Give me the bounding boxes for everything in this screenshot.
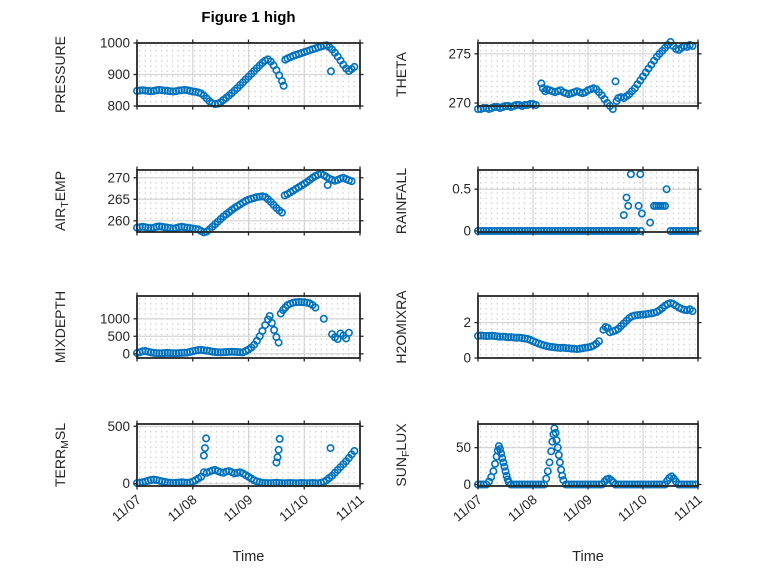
tick-marks xyxy=(133,39,364,110)
y-axis-label: PRESSURE xyxy=(52,36,68,113)
pressure-chart: 800 900 1000 PRESSURE xyxy=(52,36,364,114)
tick-marks xyxy=(133,292,364,362)
y-tick-label: 0 xyxy=(463,223,471,238)
y-tick-label: 265 xyxy=(107,192,130,207)
y-tick-label: 500 xyxy=(107,419,130,434)
y-tick-label: 50 xyxy=(456,440,471,455)
x-tick-label: 11/10 xyxy=(615,492,650,525)
x-axis-label-left: Time xyxy=(232,549,265,565)
y-tick-label: 0 xyxy=(463,351,471,366)
tick-marks xyxy=(474,292,702,362)
y-tick-label: 270 xyxy=(107,170,130,185)
tick-marks xyxy=(133,166,364,236)
x-tick-label: 11/09 xyxy=(560,492,595,525)
data-series-AIR_TEMP xyxy=(133,169,356,237)
tick-marks xyxy=(474,420,702,490)
y-tick-label: 260 xyxy=(107,213,130,228)
y-tick-label: 1000 xyxy=(100,311,130,326)
y-tick-label: 0 xyxy=(122,346,130,361)
x-tick-label: 11/09 xyxy=(221,492,256,525)
theta-chart: 270 275 THETA xyxy=(393,38,702,114)
y-tick-label: 270 xyxy=(448,96,471,111)
x-tick-label: 11/08 xyxy=(505,492,540,525)
y-axis-label: TERRMSL xyxy=(52,423,71,487)
x-tick-label: 11/08 xyxy=(165,492,200,525)
x-tick-label: 11/11 xyxy=(671,492,705,524)
major-grid xyxy=(478,424,698,486)
sun-flux-chart: 0 50 SUNFLUX 11/07 11/08 11/09 11/10 11/11 xyxy=(393,420,705,525)
x-tick-label: 11/11 xyxy=(333,492,367,524)
y-tick-label: 1000 xyxy=(100,36,130,51)
y-tick-label: 800 xyxy=(107,99,130,114)
major-grid xyxy=(478,170,698,232)
y-tick-label: 0.5 xyxy=(452,182,471,197)
y-tick-label: 900 xyxy=(107,67,130,82)
data-series-H2OMIXRA xyxy=(474,299,697,354)
rainfall-chart: 0 0.5 RAINFALL xyxy=(393,166,702,238)
y-tick-label: 275 xyxy=(448,46,471,61)
y-axis-label: MIXDEPTH xyxy=(52,291,68,363)
x-tick-label: 11/07 xyxy=(109,492,144,525)
data-series-MIXDEPTH xyxy=(133,298,353,358)
tick-marks xyxy=(133,420,364,490)
tick-marks xyxy=(474,39,702,110)
y-tick-label: 2 xyxy=(463,315,471,330)
mixdepth-chart: 0 500 1000 MIXDEPTH xyxy=(52,291,364,363)
y-axis-label: AIRTEMP xyxy=(52,171,71,231)
terr-msl-chart: 0 500 TERRMSL 11/07 11/08 11/09 11/10 11/11 xyxy=(52,419,367,525)
y-axis-label: THETA xyxy=(393,51,409,97)
x-tick-label: 11/07 xyxy=(450,492,485,525)
y-tick-label: 500 xyxy=(107,329,130,344)
x-tick-label: 11/10 xyxy=(276,492,311,525)
figure-title: Figure 1 high xyxy=(201,9,296,26)
y-axis-label: H2OMIXRA xyxy=(393,290,409,364)
x-axis-label-right: Time xyxy=(572,549,604,565)
y-tick-label: 0 xyxy=(122,476,130,491)
y-axis-label: RAINFALL xyxy=(393,168,409,234)
y-axis-label: SUNFLUX xyxy=(393,423,412,487)
air-temp-chart: 260 265 270 AIRTEMP xyxy=(52,166,364,237)
h2omixra-chart: 0 2 H2OMIXRA xyxy=(393,290,702,366)
tick-marks xyxy=(474,166,702,236)
y-tick-label: 0 xyxy=(463,477,471,492)
